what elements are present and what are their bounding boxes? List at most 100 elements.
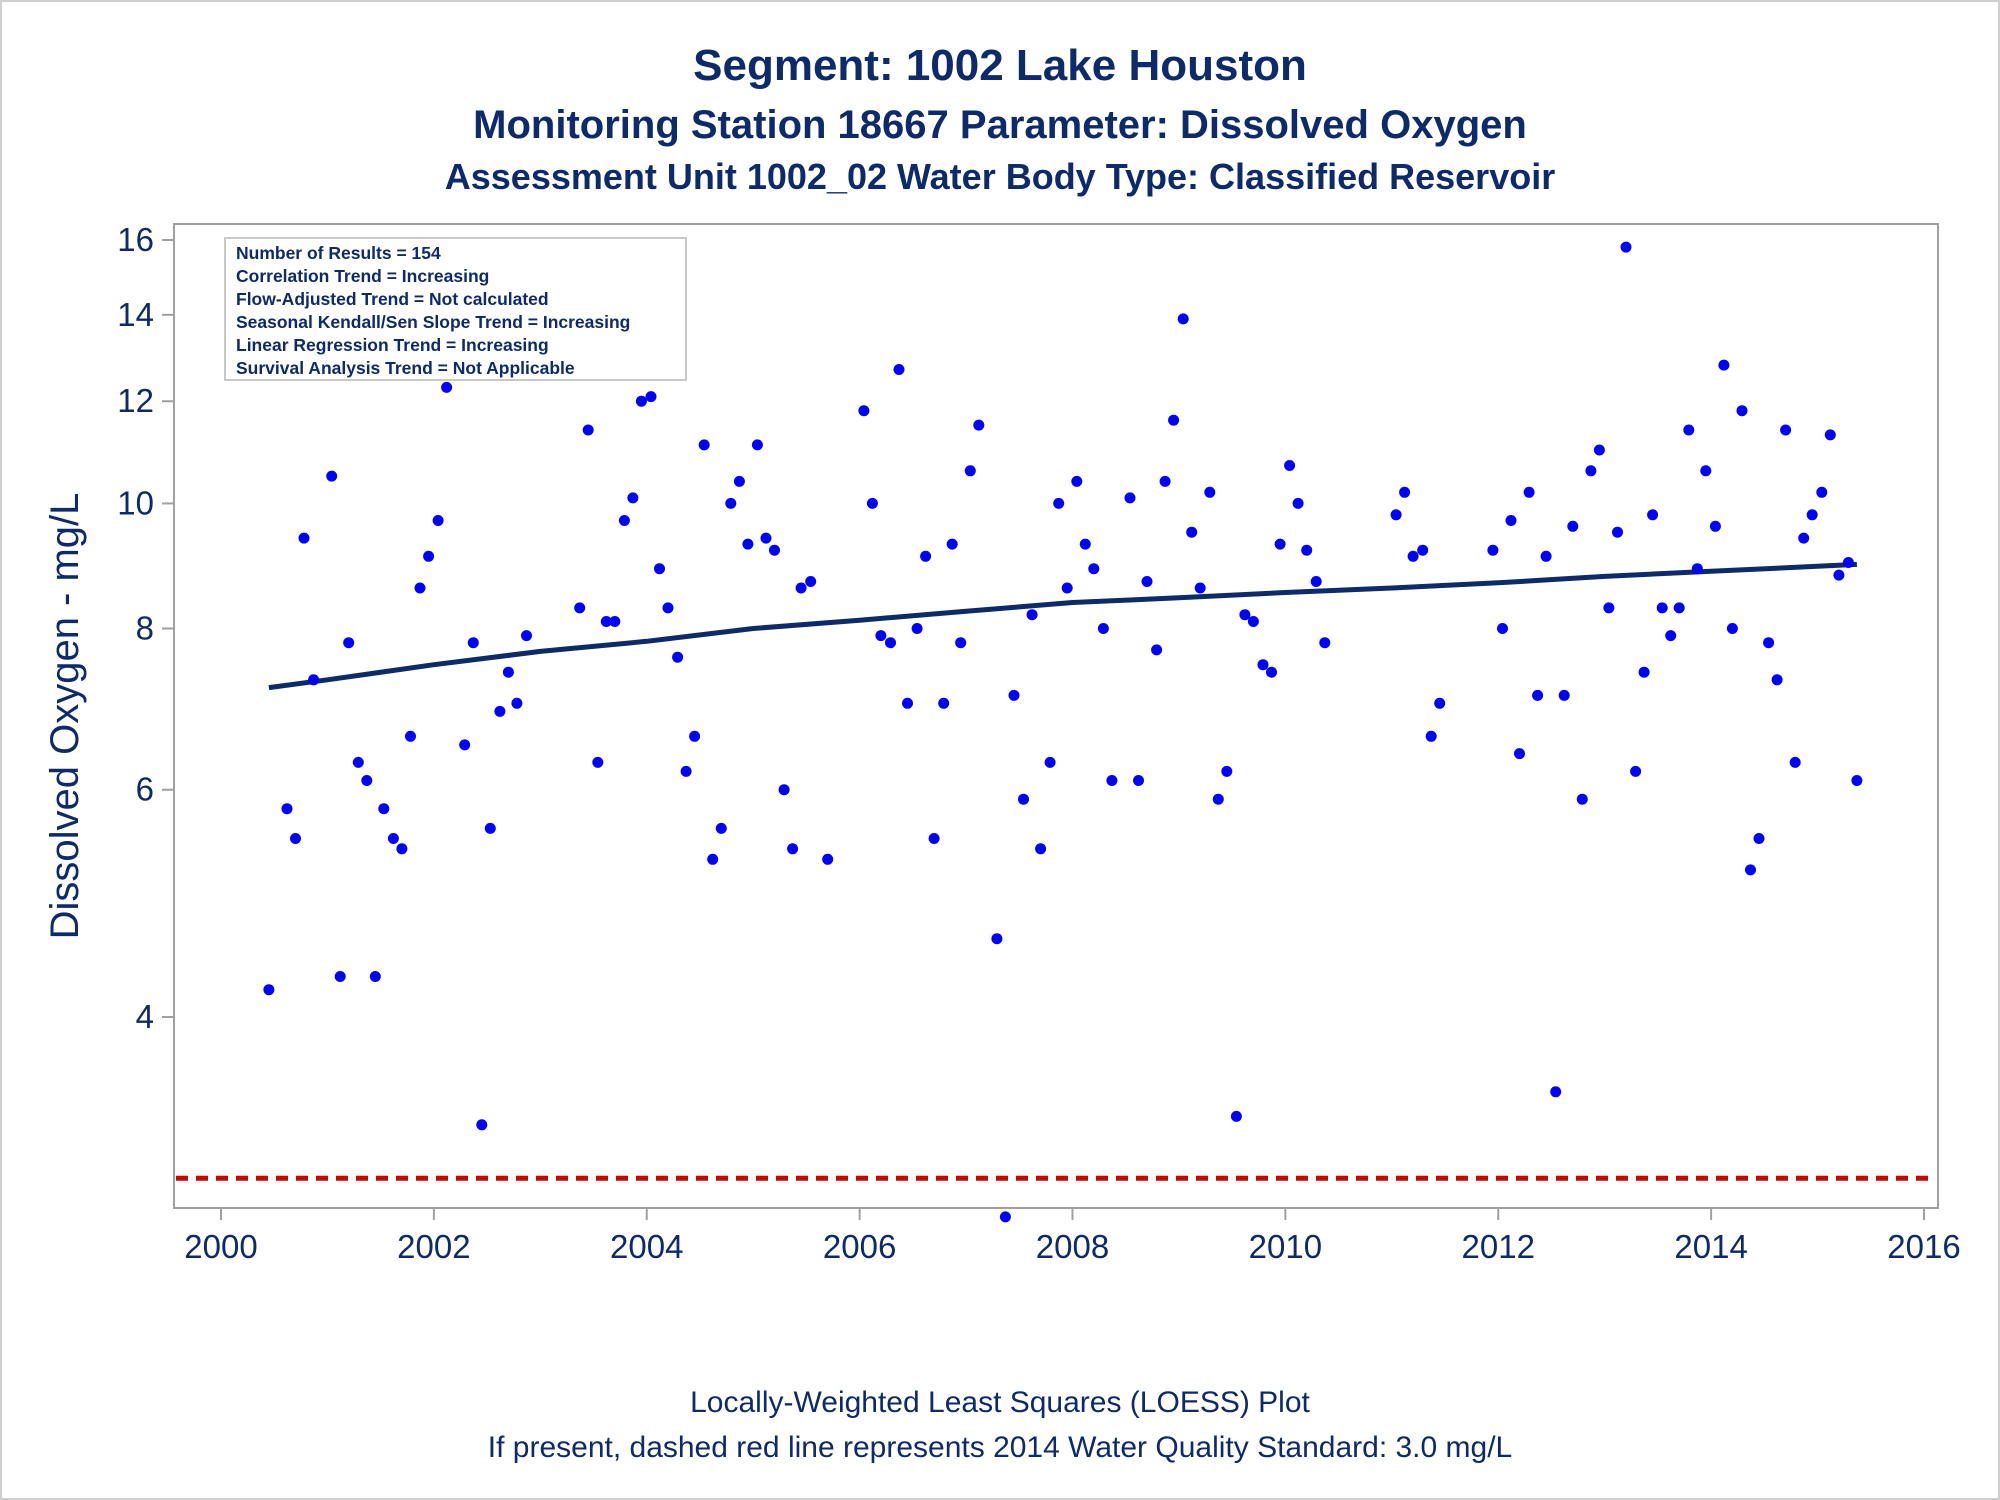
data-point — [760, 532, 772, 544]
data-point — [725, 497, 737, 509]
data-point — [1284, 460, 1296, 471]
data-point — [423, 550, 435, 562]
data-point — [1673, 602, 1685, 614]
data-point — [1399, 486, 1411, 498]
stat-correlation-trend: Correlation Trend = Increasing — [236, 266, 489, 286]
data-point — [1319, 637, 1331, 649]
data-point — [1753, 833, 1765, 844]
data-point — [1239, 609, 1251, 621]
data-point — [343, 637, 355, 649]
data-point — [432, 515, 444, 526]
data-point — [1540, 550, 1552, 562]
data-point — [742, 538, 754, 550]
data-point — [1532, 689, 1544, 701]
data-point — [378, 803, 390, 815]
data-point — [751, 439, 763, 451]
loess-trend-line — [268, 561, 1858, 691]
data-point — [769, 544, 780, 556]
data-point — [521, 630, 532, 642]
data-point — [1558, 689, 1570, 701]
data-point — [1612, 526, 1623, 538]
data-point — [1550, 1086, 1562, 1098]
data-point — [618, 515, 630, 526]
data-point — [1292, 497, 1304, 509]
data-point — [1417, 544, 1429, 556]
x-tick-label: 2000 — [184, 1228, 257, 1265]
data-point — [414, 582, 426, 594]
stat-linear-regression-trend: Linear Regression Trend = Increasing — [236, 335, 549, 355]
stats-legend-box: Number of Results = 154 Correlation Tren… — [224, 237, 687, 381]
data-point — [1310, 576, 1322, 587]
data-point — [885, 637, 896, 649]
data-point — [1079, 538, 1091, 550]
data-point — [654, 563, 665, 575]
data-point — [1771, 674, 1783, 686]
data-point — [1718, 359, 1730, 371]
data-point — [1709, 520, 1721, 532]
data-point — [1851, 775, 1863, 786]
data-point — [1186, 526, 1198, 538]
x-tick-label: 2008 — [1036, 1228, 1109, 1265]
x-tick-label: 2006 — [823, 1228, 896, 1265]
y-tick-label: 14 — [117, 296, 154, 333]
data-point — [1390, 509, 1402, 521]
x-tick-label: 2012 — [1462, 1228, 1535, 1265]
data-point — [484, 822, 496, 834]
data-point — [1141, 576, 1153, 587]
data-point — [1133, 775, 1144, 786]
data-point — [1044, 756, 1056, 768]
data-point — [352, 756, 364, 768]
x-tick-label: 2010 — [1249, 1228, 1322, 1265]
data-point — [511, 697, 523, 709]
data-point — [991, 933, 1003, 945]
data-point — [707, 853, 719, 865]
data-point — [795, 582, 807, 594]
data-point — [866, 497, 878, 509]
data-point — [290, 833, 301, 844]
data-point — [1700, 465, 1712, 477]
data-point — [1301, 544, 1313, 556]
data-point — [733, 475, 745, 487]
data-point — [459, 739, 471, 751]
footnote-standard: If present, dashed red line represents 2… — [488, 1431, 1512, 1464]
data-point — [609, 616, 621, 627]
data-point — [1204, 486, 1216, 498]
data-point — [1159, 475, 1171, 487]
data-point — [494, 705, 506, 717]
data-point — [955, 637, 967, 649]
data-point — [778, 784, 790, 796]
data-point — [645, 391, 657, 403]
data-point — [689, 730, 701, 742]
data-point — [1088, 563, 1100, 575]
stat-flow-adjusted-trend: Flow-Adjusted Trend = Not calculated — [236, 289, 549, 309]
data-point — [822, 853, 834, 865]
stat-seasonal-kendall-trend: Seasonal Kendall/Sen Slope Trend = Incre… — [236, 312, 630, 332]
x-tick-label: 2014 — [1674, 1228, 1747, 1265]
data-point — [326, 470, 338, 482]
data-point — [1425, 730, 1437, 742]
data-point — [1097, 623, 1109, 634]
data-point — [405, 730, 416, 742]
data-point — [502, 666, 514, 678]
data-point — [1816, 486, 1828, 498]
data-point — [1053, 497, 1065, 509]
plot-area — [173, 223, 1939, 1209]
data-point — [672, 651, 684, 663]
data-point — [805, 576, 817, 587]
data-point — [1585, 465, 1597, 477]
data-point — [1487, 544, 1499, 556]
data-point — [911, 623, 923, 634]
y-tick-label: 8 — [136, 610, 154, 647]
data-point — [361, 775, 373, 786]
data-point — [1257, 659, 1269, 671]
data-point — [1505, 515, 1517, 526]
data-point — [1071, 475, 1083, 487]
data-point — [1434, 697, 1446, 709]
data-point — [1780, 424, 1792, 436]
data-point — [1035, 843, 1047, 855]
data-point — [263, 984, 275, 996]
data-point — [1407, 550, 1419, 562]
data-point — [964, 465, 976, 477]
data-point — [920, 550, 932, 562]
data-point — [1736, 405, 1748, 417]
